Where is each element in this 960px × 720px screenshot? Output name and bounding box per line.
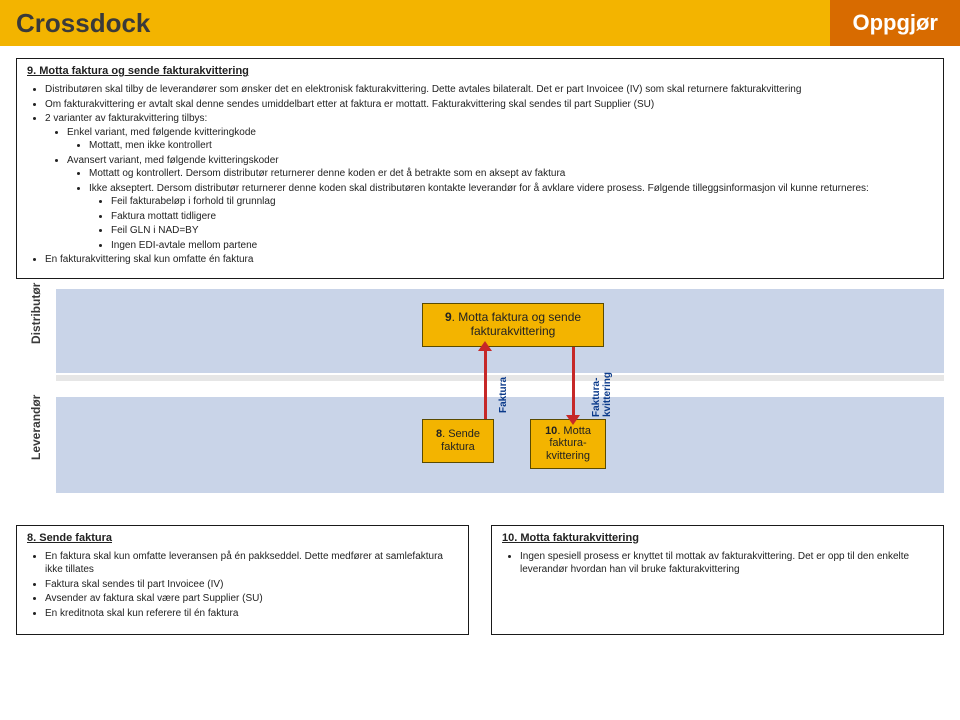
arrow-label-kvittering: Faktura-kvittering: [592, 371, 613, 416]
list-item: Avansert variant, med følgende kvitterin…: [67, 154, 933, 253]
list-item: En kreditnota skal kun referere til én f…: [45, 607, 458, 621]
panel-step10: 10. Motta fakturakvittering Ingen spesie…: [491, 525, 944, 635]
panel-step9: 9. Motta faktura og sende fakturakvitter…: [16, 58, 944, 279]
flow-box-8: 8. Sende faktura: [422, 419, 494, 463]
list-item: Enkel variant, med følgende kvitteringko…: [67, 126, 933, 153]
panel-step9-title: 9. Motta faktura og sende fakturakvitter…: [27, 65, 933, 77]
panel-step10-list: Ingen spesiell prosess er knyttet til mo…: [502, 550, 933, 577]
list-item: En fakturakvittering skal kun omfatte én…: [45, 253, 933, 267]
list-item: Mottatt og kontrollert. Dersom distribut…: [89, 167, 933, 181]
list-item: Distributøren skal tilby de leverandører…: [45, 83, 933, 97]
list-item: Ikke akseptert. Dersom distributør retur…: [89, 182, 933, 253]
arrow-faktura-head: [478, 341, 492, 351]
list-item: Avsender av faktura skal være part Suppl…: [45, 592, 458, 606]
panel-step9-list: Distributøren skal tilby de leverandører…: [27, 83, 933, 267]
lane-label-leverandor: Leverandør: [29, 432, 43, 460]
list-item: Ingen spesiell prosess er knyttet til mo…: [520, 550, 933, 577]
bottom-panels: 8. Sende faktura En faktura skal kun omf…: [16, 525, 944, 635]
list-item: 2 varianter av fakturakvittering tilbys:…: [45, 112, 933, 252]
list-item: Feil GLN i NAD=BY: [111, 224, 933, 238]
page-title: Crossdock: [0, 0, 830, 46]
list-item: Om fakturakvittering er avtalt skal denn…: [45, 98, 933, 112]
panel-step10-title: 10. Motta fakturakvittering: [502, 532, 933, 544]
page-header: Crossdock Oppgjør: [0, 0, 960, 46]
list-item: Mottatt, men ikke kontrollert: [89, 139, 933, 153]
list-item: Feil fakturabeløp i forhold til grunnlag: [111, 195, 933, 209]
list-item: Faktura skal sendes til part Invoicee (I…: [45, 578, 458, 592]
list-item: Faktura mottatt tidligere: [111, 210, 933, 224]
arrow-kvittering: [572, 347, 575, 419]
list-item: En faktura skal kun omfatte leveransen p…: [45, 550, 458, 577]
arrow-kvittering-head: [566, 415, 580, 425]
lane-label-distributor: Distributør: [29, 316, 43, 344]
section-badge: Oppgjør: [830, 0, 960, 46]
panel-step8-title: 8. Sende faktura: [27, 532, 458, 544]
flow-box-9: 9. Motta faktura og sende fakturakvitter…: [422, 303, 604, 347]
content-area: 9. Motta faktura og sende fakturakvitter…: [0, 46, 960, 647]
arrow-faktura: [484, 347, 487, 419]
arrow-label-faktura: Faktura: [498, 376, 509, 412]
panel-step8: 8. Sende faktura En faktura skal kun omf…: [16, 525, 469, 635]
swimlane-diagram: Distributør Leverandør 9. Motta faktura …: [16, 289, 944, 513]
flow-box-10: 10. Motta faktura-kvittering: [530, 419, 606, 469]
panel-step8-list: En faktura skal kun omfatte leveransen p…: [27, 550, 458, 621]
list-item: Ingen EDI-avtale mellom partene: [111, 239, 933, 253]
